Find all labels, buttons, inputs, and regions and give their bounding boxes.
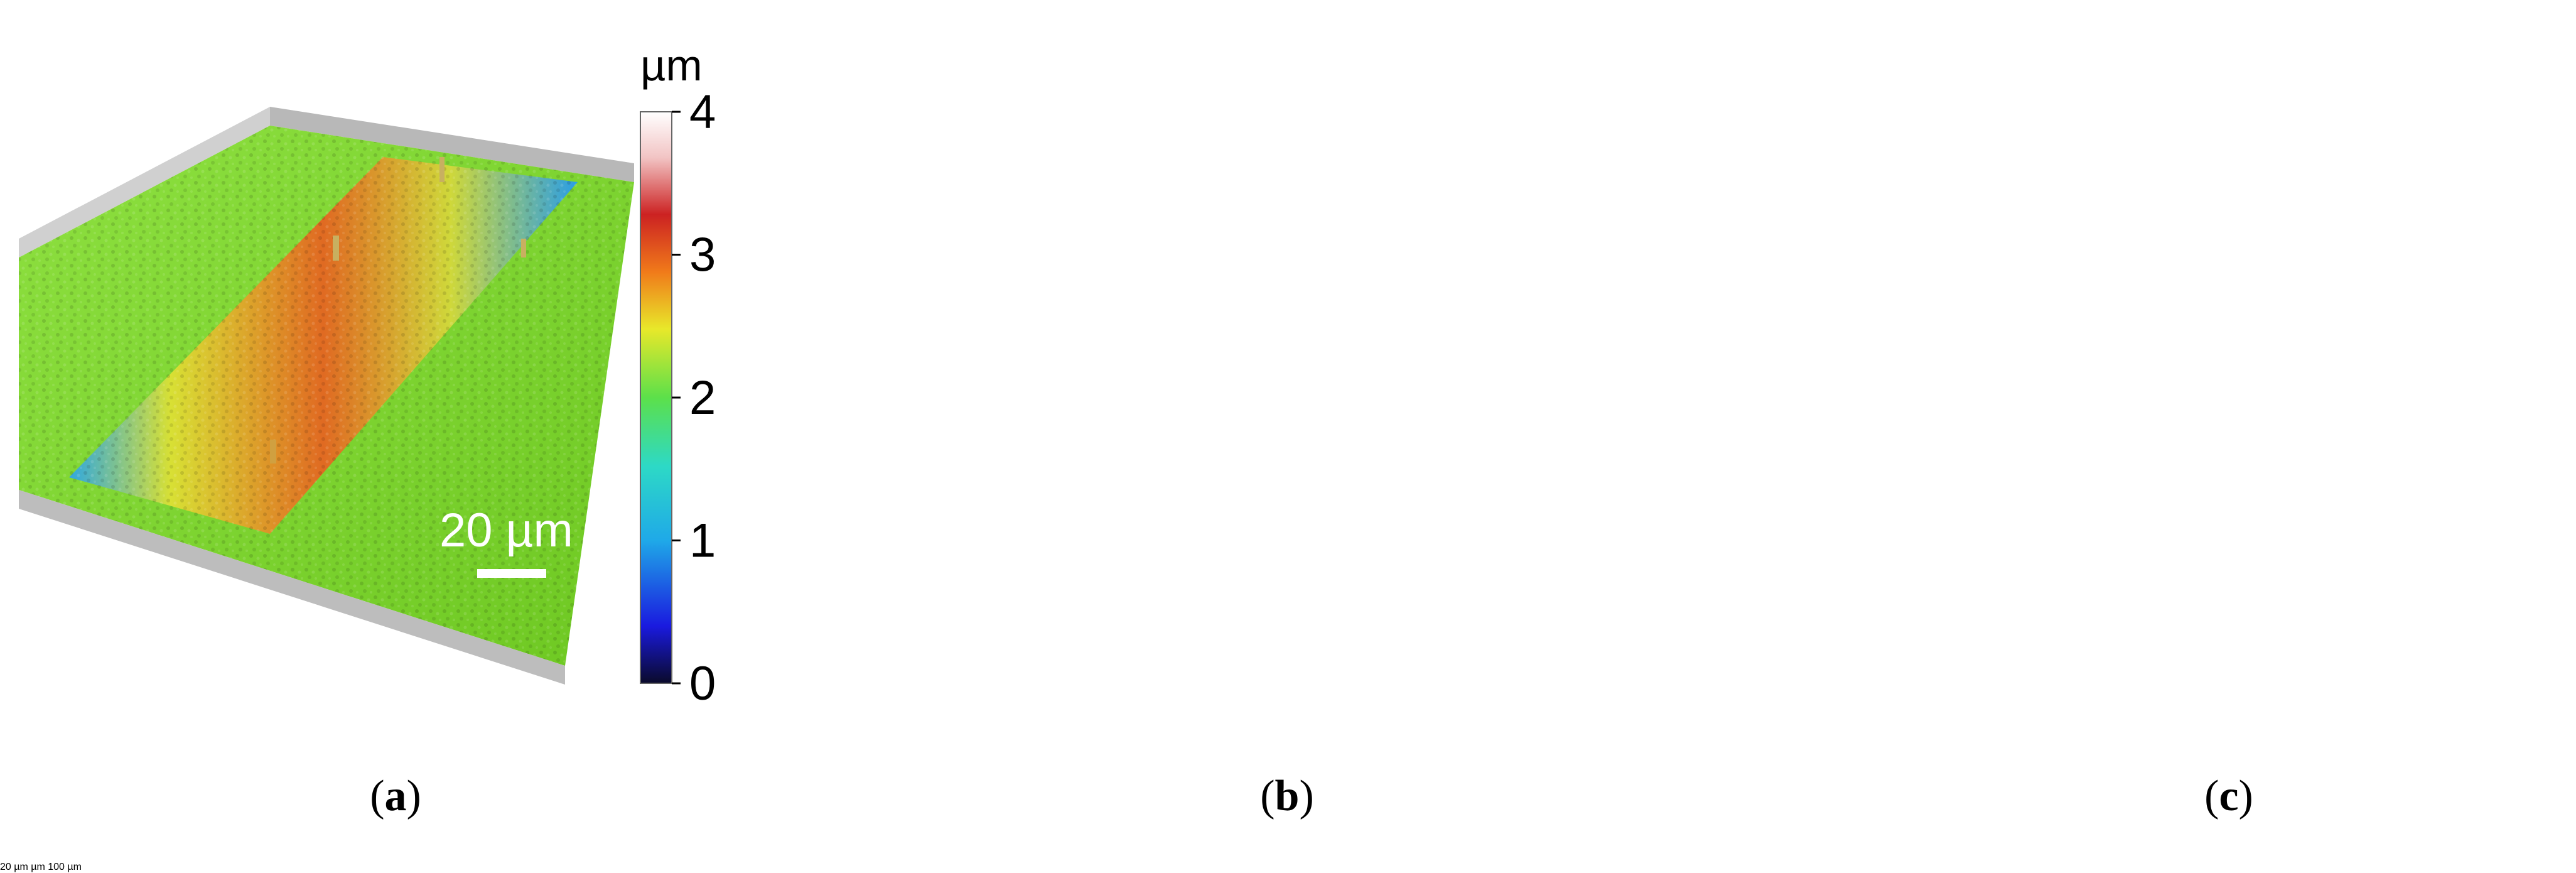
panel-a-caption-letter: a (384, 772, 407, 820)
panel-a-colorbar-unit: µm (640, 41, 703, 90)
panel-b-scale-bar-label: 20 µm (0, 862, 28, 872)
panel-c-caption-letter: c (2219, 772, 2239, 820)
panel-b-caption-letter: b (1275, 772, 1300, 820)
panel-b-caption: (b) (1260, 772, 1314, 820)
panel-a-colorbar-tick-label: 1 (689, 514, 716, 568)
panel-a-caption: (a) (370, 772, 421, 820)
panel-c-scale-bar: 100 µm (48, 862, 82, 872)
panel-a-scale-bar: 20 µm (439, 504, 573, 578)
panel-a-colorbar-tick-label: 2 (689, 371, 716, 425)
panel-b-scale-bar: 20 µm (0, 862, 31, 872)
panel-b-colorbar-unit: µm (31, 862, 45, 872)
panel-c-scale-bar-label: 100 µm (48, 862, 82, 872)
panel-a-surface-plot (19, 107, 634, 685)
panel-a: 20 µm µm 0 1 2 3 4 (19, 41, 716, 710)
panel-c: 100 µm (48, 862, 82, 872)
panel-a-colorbar-tick-label: 4 (689, 85, 716, 139)
panel-a-scale-bar-label: 20 µm (439, 504, 573, 557)
panel-a-colorbar-tick-label: 0 (689, 657, 716, 710)
panel-c-caption: (c) (2204, 772, 2253, 820)
panel-a-colorbar: µm 0 1 2 3 4 (640, 41, 716, 710)
panel-a-colorbar-tick-label: 3 (689, 229, 716, 282)
